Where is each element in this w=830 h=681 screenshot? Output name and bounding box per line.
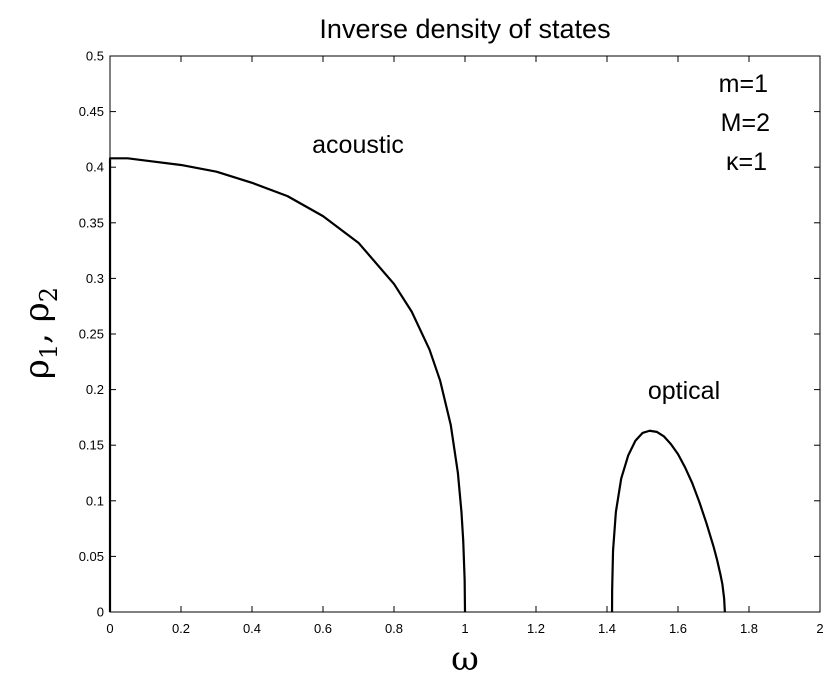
annotation-optical: optical	[648, 377, 720, 405]
y-label-sub1: 1	[35, 344, 63, 359]
x-tick-label: 0	[106, 621, 113, 636]
x-tick-label: 1.6	[669, 621, 687, 636]
y-label-rho2: ρ	[17, 302, 57, 322]
param-m: m=1	[719, 70, 768, 98]
y-tick-label: 0.2	[86, 382, 104, 397]
x-tick-label: 0.6	[314, 621, 332, 636]
x-tick-label: 1	[461, 621, 468, 636]
y-tick-label: 0.15	[79, 438, 104, 453]
y-label-sub2: 2	[35, 287, 63, 302]
y-axis-label: ρ1, ρ2	[17, 287, 63, 379]
y-tick-label: 0.3	[86, 271, 104, 286]
x-axis-label: ω	[451, 639, 479, 679]
y-label-sep: ,	[17, 322, 57, 344]
param-kappa: κ=1	[726, 148, 767, 176]
y-label-rho1: ρ	[17, 359, 57, 379]
annotation-acoustic: acoustic	[312, 131, 404, 159]
chart-title: Inverse density of states	[319, 14, 610, 44]
x-tick-label: 0.4	[243, 621, 261, 636]
param-M: M=2	[721, 109, 770, 137]
y-tick-label: 0.5	[86, 49, 104, 64]
y-tick-label: 0.25	[79, 327, 104, 342]
y-tick-label: 0.45	[79, 104, 104, 119]
y-tick-label: 0.4	[86, 160, 104, 175]
x-tick-label: 1.8	[740, 621, 758, 636]
x-tick-label: 1.2	[527, 621, 545, 636]
x-tick-label: 0.2	[172, 621, 190, 636]
y-tick-label: 0.35	[79, 215, 104, 230]
data-curves	[108, 157, 726, 613]
x-tick-label: 0.8	[385, 621, 403, 636]
series-line-optical	[610, 429, 726, 613]
x-tick-label: 2	[816, 621, 823, 636]
y-tick-label: 0.05	[79, 549, 104, 564]
y-tick-label: 0	[97, 605, 104, 620]
series-line-acoustic	[108, 157, 467, 613]
y-axis-ticks: 0 0.05 0.1 0.15 0.2 0.25 0.3 0.35 0.4 0.45 0.5	[79, 49, 820, 620]
plot-frame	[109, 55, 821, 613]
x-axis-ticks: 0 0.2 0.4 0.6 0.8 1 1.2 1.4 1.6 1.8 2	[106, 56, 824, 636]
x-tick-label: 1.4	[598, 621, 616, 636]
y-tick-label: 0.1	[86, 493, 104, 508]
